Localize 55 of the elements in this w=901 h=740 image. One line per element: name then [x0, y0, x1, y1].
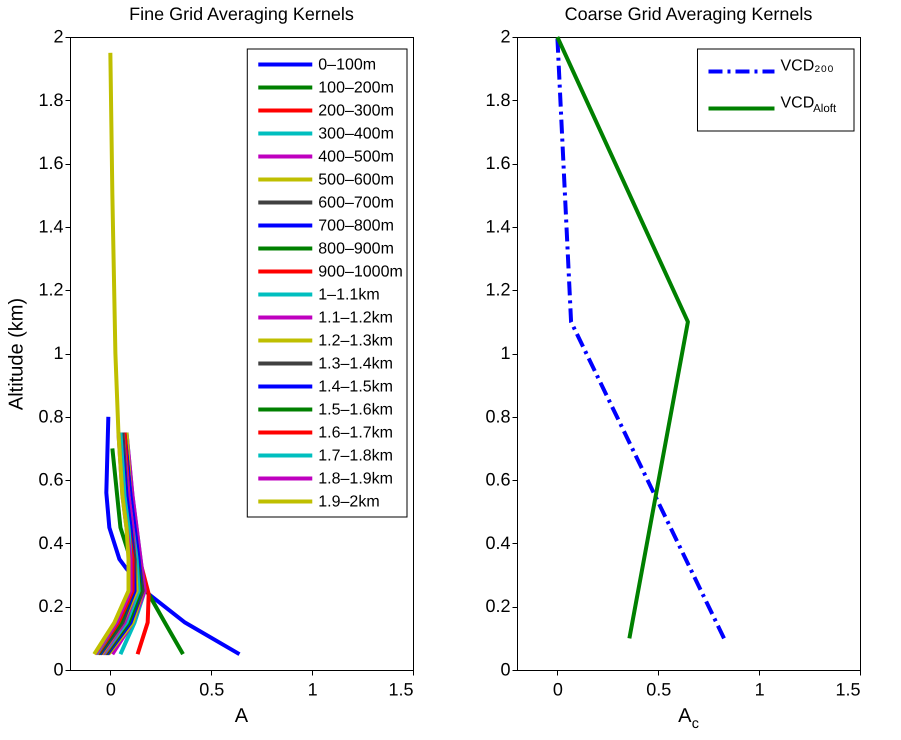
legend-label: 1.4–1.5km: [318, 378, 393, 396]
y-tick-label: 1.6: [485, 153, 510, 174]
y-tick-label: 1.4: [38, 216, 64, 236]
legend-label: 500–600m: [318, 172, 394, 188]
y-tick-label: 0.4: [485, 532, 510, 553]
x-tick-label: 0.5: [199, 680, 224, 700]
legend-label: 0–100m: [318, 56, 376, 74]
legend-label: 1.9–2km: [318, 494, 380, 510]
y-tick-label: 0.6: [485, 470, 510, 490]
y-tick-label: 1.8: [485, 90, 510, 110]
legend-label: 600–700m: [318, 194, 394, 212]
x-tick-label: 1: [754, 680, 765, 700]
chart-title: Fine Grid Averaging Kernels: [129, 4, 354, 24]
y-tick-label: 0.8: [38, 406, 64, 426]
legend-label: 1.7–1.8km: [318, 448, 393, 464]
y-tick-label: 1.2: [485, 280, 510, 300]
x-tick-label: 1.5: [388, 680, 414, 700]
legend-label: 300–400m: [318, 126, 394, 142]
y-tick-label: 0: [53, 660, 64, 680]
y-tick-label: 1.2: [38, 280, 64, 300]
y-tick-label: 1.6: [38, 153, 64, 174]
legend-label: 100–200m: [318, 80, 394, 96]
y-tick-label: 2: [53, 26, 64, 46]
legend-label: 1.5–1.6km: [318, 402, 393, 418]
legend-label: 800–900m: [318, 240, 394, 258]
legend-label: 400–500m: [318, 148, 394, 166]
x-axis-title: A: [234, 705, 249, 727]
y-tick-label: 1: [500, 343, 510, 363]
legend-label: 700–800m: [318, 218, 394, 234]
y-tick-label: 0.2: [485, 596, 510, 616]
chart-title: Coarse Grid Averaging Kernels: [564, 4, 812, 24]
y-tick-label: 1.8: [38, 90, 64, 110]
legend-label: 1.8–1.9km: [318, 470, 393, 488]
y-tick-label: 0.8: [485, 406, 510, 426]
legend-label: 1.6–1.7km: [318, 424, 393, 442]
legend-label: VCD₂₀₀: [780, 58, 834, 74]
x-tick-label: 1: [308, 680, 318, 700]
legend-label: 1.3–1.4km: [318, 356, 393, 372]
y-axis-title: Altitude (km): [5, 298, 28, 410]
x-tick-label: 1.5: [835, 680, 860, 700]
x-tick-label: 0: [106, 680, 116, 700]
y-tick-label: 1.4: [485, 216, 510, 236]
y-tick-label: 0.6: [38, 470, 64, 490]
y-tick-label: 2: [500, 26, 510, 46]
x-tick-label: 0.5: [646, 680, 672, 700]
legend-label: 200–300m: [318, 102, 394, 120]
legend-label: 1–1.1km: [318, 286, 380, 304]
y-tick-label: 0.2: [38, 596, 64, 616]
legend-label: 1.1–1.2km: [318, 310, 393, 326]
legend-label: 1.2–1.3km: [318, 332, 393, 350]
x-tick-label: 0: [552, 680, 563, 700]
y-tick-label: 0: [500, 660, 510, 680]
y-tick-label: 0.4: [38, 532, 64, 553]
y-tick-label: 1: [53, 343, 64, 363]
legend-label: 900–1000m: [318, 264, 403, 280]
